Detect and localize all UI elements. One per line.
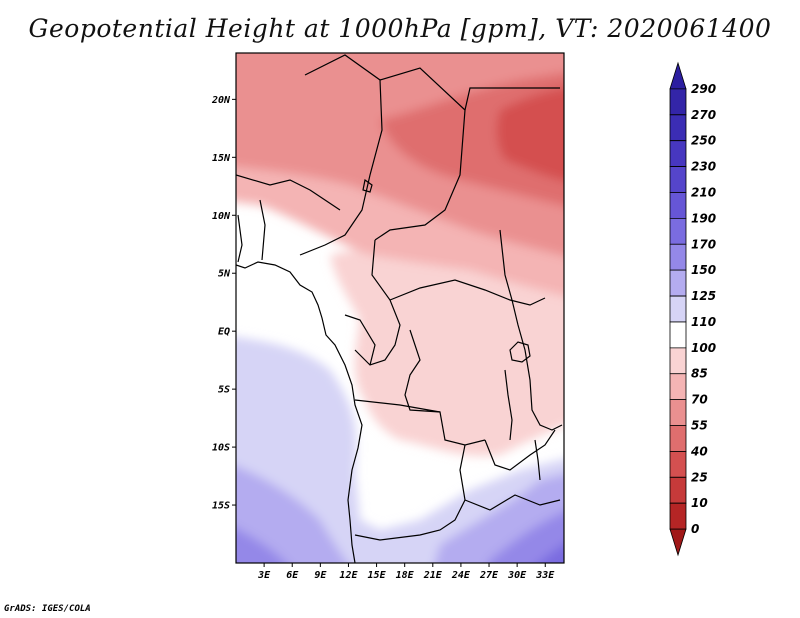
- y-tick-label-4: EQ: [218, 327, 230, 338]
- colorbar-box-14: [669, 425, 687, 452]
- colorbar-label-4: 210: [691, 185, 716, 199]
- colorbar-label-6: 170: [691, 237, 716, 251]
- y-tick-label-3: 5N: [218, 269, 231, 280]
- colorbar-box-5: [669, 192, 687, 219]
- border-west-2: [259, 199, 266, 261]
- colorbar-label-10: 100: [691, 341, 716, 355]
- border-central-4: [404, 329, 486, 446]
- x-tick-label-7: 24E: [451, 570, 471, 581]
- x-axis: 3E 6E 9E 12E 15E 18E 21E 24E 27E 30E 33E: [257, 563, 555, 581]
- border-south-4: [464, 494, 561, 511]
- y-tick-label-2: 10N: [212, 211, 231, 222]
- x-tick-label-3: 12E: [339, 570, 358, 581]
- colorbar-label-12: 70: [691, 393, 708, 407]
- border-north-1: [299, 54, 383, 256]
- border-central-2: [389, 279, 546, 306]
- colorbar-box-11: [669, 347, 687, 375]
- colorbar: 2902702502302101901701501251101008570554…: [669, 61, 716, 557]
- x-tick-label-10: 33E: [535, 570, 555, 581]
- lake-chad: [362, 178, 373, 193]
- colorbar-label-14: 40: [690, 444, 708, 458]
- colorbar-label-2: 250: [691, 134, 716, 148]
- lake-victoria: [509, 341, 531, 363]
- field-south-150: [236, 465, 564, 563]
- border-west-1: [236, 174, 341, 211]
- colorbar-box-17: [669, 502, 687, 530]
- colorbar-box-8: [669, 269, 687, 297]
- lake-malawi: [534, 439, 541, 481]
- border-south-3: [484, 429, 556, 471]
- field-north-40: [496, 87, 564, 182]
- x-tick-label-5: 18E: [396, 570, 415, 581]
- colorbar-box-9: [669, 295, 687, 323]
- colorbar-label-15: 25: [691, 470, 708, 484]
- x-tick-label-1: 6E: [286, 570, 299, 581]
- grads-credit: GrADS: IGES/COLA: [4, 604, 91, 614]
- colorbar-label-0: 290: [691, 82, 716, 96]
- colorbar-box-2: [669, 114, 687, 142]
- field-central-100: [330, 243, 564, 456]
- colorbar-label-16: 10: [691, 496, 708, 510]
- colorbar-label-13: 55: [691, 419, 708, 433]
- colorbar-label-3: 230: [691, 160, 716, 174]
- x-tick-label-8: 27E: [479, 570, 499, 581]
- colorbar-label-1: 270: [691, 108, 716, 122]
- colorbar-box-13: [669, 399, 687, 426]
- colorbar-box-3: [669, 140, 687, 167]
- colorbar-box-6: [669, 217, 687, 245]
- border-central-1: [354, 239, 401, 366]
- colorbar-box-1: [669, 88, 687, 116]
- lake-tanganyika: [504, 369, 513, 441]
- y-tick-label-5: 5S: [218, 385, 230, 396]
- y-tick-label-0: 20N: [211, 95, 231, 106]
- y-axis: 20N 15N 10N 5N EQ 5S 10S 15S: [211, 95, 236, 512]
- y-tick-label-6: 10S: [212, 443, 230, 454]
- x-tick-label-4: 15E: [368, 570, 387, 581]
- colorbar-label-11: 85: [691, 367, 708, 381]
- colorbar-label-9: 110: [691, 315, 716, 329]
- colorbar-label-17: 0: [691, 522, 699, 536]
- coastline: [236, 261, 363, 563]
- border-north-3: [464, 87, 560, 111]
- colorbar-box-18: [669, 528, 687, 557]
- y-tick-label-7: 15S: [212, 501, 230, 512]
- border-north-2: [374, 67, 466, 241]
- colorbar-box-12: [669, 373, 687, 401]
- field-shading: [236, 53, 564, 563]
- y-tick-label-1: 15N: [212, 153, 231, 164]
- border-central-3: [344, 314, 376, 366]
- chart-title: Geopotential Height at 1000hPa [gpm], VT…: [28, 14, 772, 43]
- border-south-1: [354, 399, 441, 413]
- border-west-3: [237, 214, 243, 263]
- x-tick-label-6: 21E: [423, 570, 443, 581]
- x-tick-label-9: 30E: [507, 570, 527, 581]
- field-south-170: [236, 511, 564, 563]
- colorbar-label-5: 190: [691, 211, 716, 225]
- colorbar-box-7: [669, 243, 687, 271]
- field-south-190: [538, 544, 564, 563]
- x-tick-label-0: 3E: [257, 570, 271, 581]
- colorbar-box-16: [669, 476, 687, 504]
- colorbar-label-8: 125: [691, 289, 716, 303]
- x-tick-label-2: 9E: [314, 570, 327, 581]
- colorbar-box-15: [669, 451, 687, 478]
- colorbar-label-7: 150: [691, 263, 716, 277]
- colorbar-box-4: [669, 166, 687, 193]
- geography-lines: [236, 54, 563, 563]
- coastline-east: [499, 229, 563, 431]
- plot-frame: [235, 52, 565, 564]
- colorbar-box-0: [669, 61, 687, 90]
- border-south-2: [354, 444, 466, 541]
- colorbar-box-10: [669, 321, 687, 349]
